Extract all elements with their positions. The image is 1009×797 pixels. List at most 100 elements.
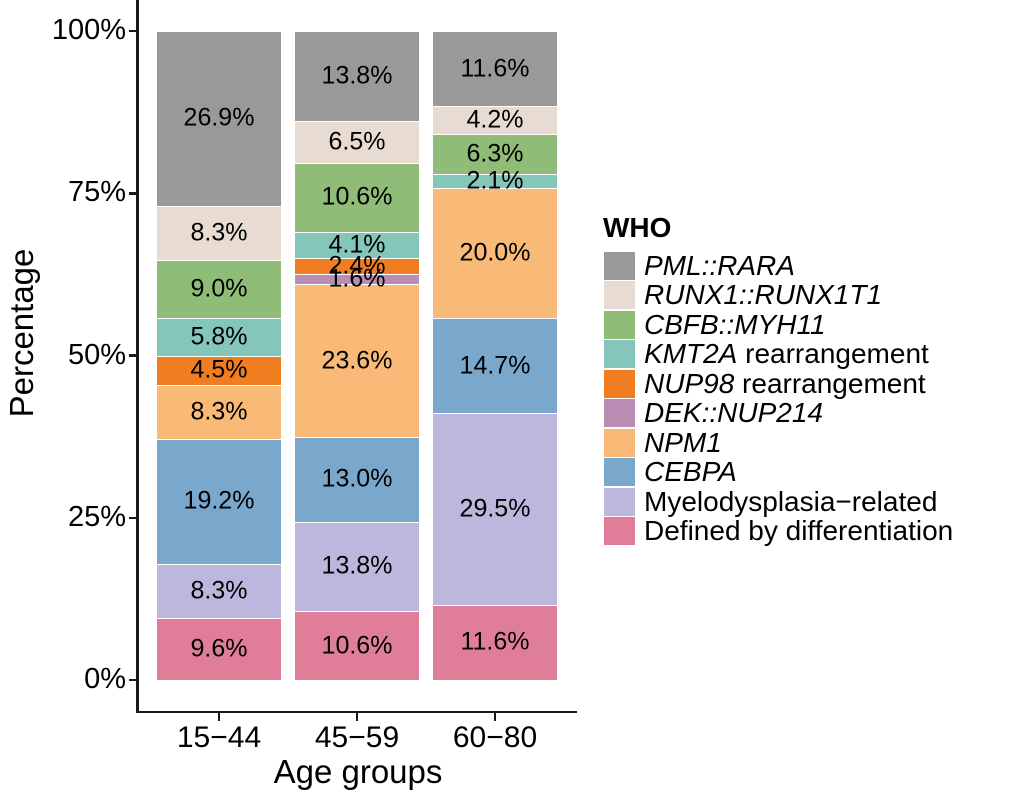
bar-segment-label: 26.9%	[183, 103, 255, 132]
x-tick-label: 45−59	[314, 721, 400, 754]
legend-label: DEK::NUP214	[644, 399, 823, 427]
x-tick	[355, 713, 359, 721]
legend-label-text: rearrangement	[734, 367, 926, 399]
bar-segment	[157, 438, 281, 564]
legend-label: CBFB::MYH11	[644, 308, 826, 340]
legend-label: Defined by differentiation	[644, 517, 953, 545]
bar-segment-label: 8.3%	[190, 397, 248, 426]
bar-segment-label: 13.8%	[321, 551, 393, 580]
bar-segment	[157, 617, 281, 680]
bar-segment-label: 14.7%	[459, 351, 531, 380]
bar-segment-label: 1.6%	[328, 264, 386, 293]
bar-segment	[295, 162, 419, 232]
legend-swatch	[604, 340, 635, 369]
bar-segment-label: 10.6%	[321, 182, 393, 211]
legend-label-gene: NPM1	[644, 426, 722, 458]
legend: WHO PML::RARA RUNX1::RUNX1T1 CBFB::MYH11 KM…	[602, 212, 953, 546]
bar-segment	[157, 385, 281, 439]
bar-segment-label: 8.3%	[190, 218, 248, 247]
legend-item: KMT2A rearrangement	[602, 340, 953, 370]
bar-segment	[433, 133, 557, 175]
legend-swatch	[604, 281, 635, 310]
x-tick-label: 15−44	[176, 721, 262, 754]
legend-swatch	[604, 517, 635, 546]
bar-segment-label: 4.1%	[328, 230, 386, 259]
bar-segment	[295, 273, 419, 285]
y-axis-line	[136, 0, 139, 713]
bar-segment-label: 6.5%	[328, 127, 386, 156]
legend-label-gene: KMT2A	[644, 338, 738, 370]
bar-segment	[157, 355, 281, 386]
legend-swatch	[604, 458, 635, 487]
bar-segment	[295, 521, 419, 612]
legend-items: PML::RARA RUNX1::RUNX1T1 CBFB::MYH11 KMT2A …	[602, 251, 953, 546]
legend-swatch	[604, 428, 635, 457]
y-tick-label: 0%	[84, 662, 126, 695]
x-tick	[493, 713, 497, 721]
legend-label-text: rearrangement	[737, 338, 929, 370]
legend-label-gene: CEBPA	[644, 456, 737, 488]
legend-swatch	[604, 399, 635, 428]
bar-segment	[295, 120, 419, 163]
legend-label-gene: RUNX1::RUNX1T1	[644, 279, 883, 311]
bar-segment	[433, 317, 557, 414]
legend-label-text: Defined by differentiation	[644, 515, 954, 547]
legend-swatch	[604, 310, 635, 339]
legend-label-gene: NUP98	[644, 367, 735, 399]
bar-segment	[157, 205, 281, 260]
legend-item: DEK::NUP214	[602, 399, 953, 429]
y-tick	[128, 192, 136, 195]
bar-segment-label: 11.6%	[460, 54, 530, 83]
y-tick-label: 75%	[67, 176, 126, 209]
y-tick	[128, 516, 136, 519]
legend-item: Myelodysplasia−related	[602, 487, 953, 517]
bar-segment	[433, 31, 557, 107]
legend-swatch	[604, 369, 635, 398]
bar-segment	[295, 231, 419, 259]
legend-label: KMT2A rearrangement	[644, 340, 929, 368]
bar-segment	[157, 318, 281, 356]
bar-segment	[295, 437, 419, 522]
bar-segment-label: 19.2%	[183, 486, 255, 515]
legend-item: NPM1	[602, 428, 953, 458]
bar-segment	[295, 258, 419, 274]
legend-item: NUP98 rearrangement	[602, 369, 953, 399]
bar-segment	[433, 106, 557, 134]
bar-segment-label: 13.0%	[321, 464, 393, 493]
bar-segment-label: 4.5%	[190, 355, 248, 384]
bar-segment-label: 20.0%	[459, 238, 531, 267]
legend-item: Defined by differentiation	[602, 517, 953, 547]
bar-segment	[295, 611, 419, 680]
bar-segment-label: 5.8%	[190, 322, 248, 351]
bar-segment-label: 29.5%	[459, 494, 531, 523]
legend-title: WHO	[603, 212, 672, 243]
legend-label: Myelodysplasia−related	[644, 487, 937, 516]
bar-segment-label: 2.1%	[466, 166, 524, 195]
legend-item: CBFB::MYH11	[602, 310, 953, 340]
legend-label-gene: CBFB::MYH11	[644, 308, 826, 340]
bar-segment-label: 4.2%	[466, 105, 524, 134]
legend-item: RUNX1::RUNX1T1	[602, 281, 953, 311]
legend-label-gene: DEK::NUP214	[644, 397, 823, 429]
x-axis-line	[136, 710, 577, 713]
bar-segment	[433, 188, 557, 318]
legend-label: RUNX1::RUNX1T1	[644, 281, 882, 309]
y-tick-label: 50%	[67, 338, 126, 371]
y-tick-label: 100%	[51, 13, 126, 46]
legend-item: CEBPA	[602, 458, 953, 488]
y-tick	[128, 354, 136, 357]
bar-segment-label: 2.4%	[328, 251, 386, 280]
bar-segment-label: 10.6%	[321, 631, 393, 660]
bar-segment-label: 11.6%	[460, 627, 530, 656]
y-tick-label: 25%	[67, 500, 126, 533]
bar-segment	[295, 284, 419, 438]
x-tick	[217, 713, 221, 721]
legend-label: NPM1	[644, 426, 722, 458]
y-tick	[128, 29, 136, 33]
bar-segment-label: 13.8%	[321, 61, 393, 90]
bar-segment-label: 9.0%	[190, 274, 248, 303]
bar-segment-label: 8.3%	[190, 576, 248, 605]
bar-segment-label: 23.6%	[321, 346, 393, 375]
legend-item: PML::RARA	[602, 251, 953, 281]
legend-label-gene: PML::RARA	[644, 249, 795, 281]
